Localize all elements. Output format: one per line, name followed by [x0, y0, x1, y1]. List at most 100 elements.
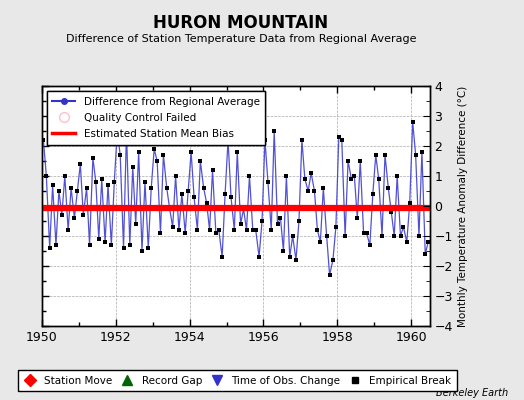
Point — [122, 128, 130, 134]
Point — [316, 239, 324, 245]
Point — [350, 173, 358, 179]
Legend: Station Move, Record Gap, Time of Obs. Change, Empirical Break: Station Move, Record Gap, Time of Obs. C… — [18, 370, 457, 391]
Point — [104, 182, 112, 188]
Point — [298, 137, 306, 143]
Point — [138, 248, 146, 254]
Point — [70, 215, 79, 221]
Point — [150, 146, 158, 152]
Point — [67, 185, 75, 191]
Point — [375, 176, 383, 182]
Point — [258, 218, 266, 224]
Point — [344, 158, 352, 164]
Point — [301, 176, 309, 182]
Point — [322, 233, 331, 239]
Point — [411, 152, 420, 158]
Point — [252, 227, 260, 233]
Point — [304, 188, 312, 194]
Point — [356, 158, 365, 164]
Point — [307, 170, 315, 176]
Point — [366, 242, 374, 248]
Point — [181, 230, 189, 236]
Point — [310, 188, 319, 194]
Point — [209, 167, 217, 173]
Point — [282, 173, 291, 179]
Point — [128, 164, 137, 170]
Point — [362, 230, 370, 236]
Point — [409, 119, 417, 125]
Point — [319, 185, 328, 191]
Point — [245, 173, 254, 179]
Point — [212, 230, 220, 236]
Point — [406, 200, 414, 206]
Point — [233, 149, 242, 155]
Point — [378, 233, 386, 239]
Point — [381, 152, 389, 158]
Point — [390, 233, 398, 239]
Point — [359, 230, 368, 236]
Point — [325, 272, 334, 278]
Point — [202, 200, 211, 206]
Point — [248, 227, 257, 233]
Point — [218, 254, 226, 260]
Point — [286, 254, 294, 260]
Point — [289, 233, 297, 239]
Point — [92, 179, 100, 185]
Point — [193, 227, 202, 233]
Point — [42, 173, 50, 179]
Point — [166, 206, 174, 212]
Point — [171, 173, 180, 179]
Point — [101, 239, 110, 245]
Point — [418, 149, 426, 155]
Point — [424, 239, 432, 245]
Point — [242, 227, 250, 233]
Point — [274, 221, 282, 227]
Point — [107, 242, 115, 248]
Point — [329, 257, 337, 263]
Point — [402, 239, 411, 245]
Point — [126, 242, 134, 248]
Point — [236, 221, 245, 227]
Point — [341, 233, 350, 239]
Point — [384, 185, 392, 191]
Point — [144, 245, 152, 251]
Point — [221, 191, 230, 197]
Point — [270, 128, 278, 134]
Point — [415, 233, 423, 239]
Y-axis label: Monthly Temperature Anomaly Difference (°C): Monthly Temperature Anomaly Difference (… — [458, 85, 468, 327]
Point — [54, 188, 63, 194]
Point — [89, 155, 97, 161]
Point — [372, 152, 380, 158]
Point — [295, 218, 303, 224]
Point — [337, 137, 346, 143]
Point — [421, 251, 430, 257]
Point — [332, 224, 340, 230]
Point — [168, 224, 177, 230]
Point — [230, 227, 238, 233]
Point — [393, 173, 401, 179]
Point — [174, 227, 183, 233]
Point — [368, 191, 377, 197]
Point — [261, 137, 269, 143]
Point — [239, 206, 248, 212]
Point — [64, 227, 72, 233]
Point — [292, 257, 300, 263]
Point — [347, 176, 356, 182]
Text: Difference of Station Temperature Data from Regional Average: Difference of Station Temperature Data f… — [66, 34, 416, 44]
Point — [97, 176, 106, 182]
Point — [113, 128, 122, 134]
Point — [61, 173, 69, 179]
Point — [200, 185, 208, 191]
Point — [353, 215, 362, 221]
Point — [58, 212, 66, 218]
Point — [205, 227, 214, 233]
Point — [135, 149, 143, 155]
Point — [76, 161, 84, 167]
Point — [39, 137, 48, 143]
Point — [95, 236, 103, 242]
Point — [73, 188, 82, 194]
Point — [399, 224, 408, 230]
Point — [153, 158, 161, 164]
Legend: Difference from Regional Average, Quality Control Failed, Estimated Station Mean: Difference from Regional Average, Qualit… — [47, 91, 265, 145]
Point — [141, 179, 149, 185]
Point — [156, 230, 165, 236]
